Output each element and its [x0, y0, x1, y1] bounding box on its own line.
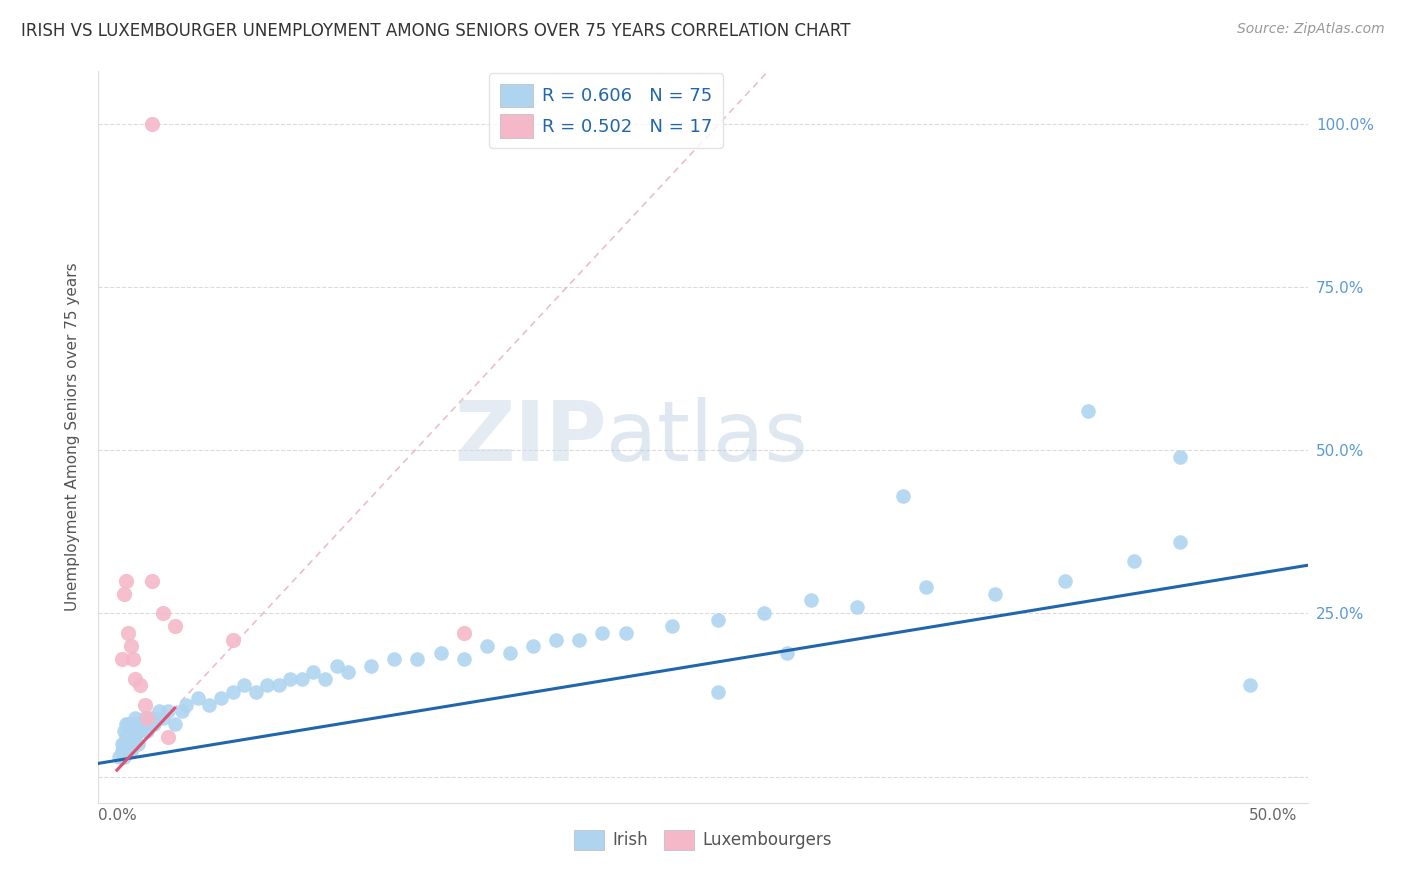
Point — [891, 489, 914, 503]
Point — [141, 117, 163, 131]
Point — [337, 665, 360, 680]
Point — [984, 587, 1007, 601]
Point — [136, 723, 159, 738]
Point — [707, 613, 730, 627]
Point — [475, 639, 498, 653]
Point — [127, 737, 149, 751]
Point — [256, 678, 278, 692]
Point — [120, 639, 142, 653]
Point — [120, 723, 142, 738]
Point — [522, 639, 544, 653]
Point — [110, 737, 132, 751]
Point — [152, 607, 174, 621]
Point — [568, 632, 591, 647]
Point — [1170, 450, 1192, 464]
Point — [499, 646, 522, 660]
Point — [187, 691, 209, 706]
Point — [267, 678, 290, 692]
Point — [170, 705, 193, 719]
Point — [112, 587, 135, 601]
Point — [209, 691, 232, 706]
Point — [136, 711, 159, 725]
Point — [115, 731, 138, 745]
Point — [156, 731, 179, 745]
Point — [174, 698, 197, 712]
Legend: Irish, Luxembourgers: Irish, Luxembourgers — [567, 823, 839, 856]
Point — [1170, 534, 1192, 549]
Point — [1077, 404, 1099, 418]
Point — [233, 678, 256, 692]
Point — [325, 658, 347, 673]
Point — [707, 685, 730, 699]
Point — [124, 672, 146, 686]
Point — [291, 672, 314, 686]
Point — [245, 685, 267, 699]
Point — [278, 672, 301, 686]
Point — [115, 743, 138, 757]
Point — [546, 632, 568, 647]
Point — [124, 731, 146, 745]
Point — [141, 711, 163, 725]
Text: IRISH VS LUXEMBOURGER UNEMPLOYMENT AMONG SENIORS OVER 75 YEARS CORRELATION CHART: IRISH VS LUXEMBOURGER UNEMPLOYMENT AMONG… — [21, 22, 851, 40]
Point — [915, 580, 938, 594]
Point — [142, 717, 165, 731]
Point — [152, 711, 174, 725]
Point — [799, 593, 821, 607]
Point — [429, 646, 451, 660]
Point — [453, 626, 475, 640]
Point — [122, 737, 145, 751]
Point — [122, 717, 145, 731]
Point — [221, 632, 243, 647]
Point — [124, 711, 146, 725]
Text: ZIP: ZIP — [454, 397, 606, 477]
Point — [112, 737, 135, 751]
Point — [127, 717, 149, 731]
Point — [163, 619, 186, 633]
Point — [115, 717, 138, 731]
Point — [591, 626, 613, 640]
Point — [134, 698, 156, 712]
Point — [115, 574, 138, 588]
Point — [141, 574, 163, 588]
Point — [302, 665, 325, 680]
Point — [221, 685, 243, 699]
Point — [117, 737, 139, 751]
Point — [754, 607, 776, 621]
Y-axis label: Unemployment Among Seniors over 75 years: Unemployment Among Seniors over 75 years — [65, 263, 80, 611]
Point — [112, 750, 135, 764]
Point — [156, 705, 179, 719]
Point — [314, 672, 336, 686]
Text: Source: ZipAtlas.com: Source: ZipAtlas.com — [1237, 22, 1385, 37]
Point — [198, 698, 221, 712]
Point — [110, 743, 132, 757]
Point — [614, 626, 637, 640]
Point — [117, 717, 139, 731]
Point — [110, 652, 132, 666]
Point — [1239, 678, 1261, 692]
Point — [108, 750, 131, 764]
Point — [112, 723, 135, 738]
Point — [117, 626, 139, 640]
Point — [148, 705, 170, 719]
Point — [1123, 554, 1146, 568]
Point — [134, 711, 156, 725]
Point — [382, 652, 405, 666]
Point — [453, 652, 475, 666]
Point — [360, 658, 382, 673]
Point — [117, 731, 139, 745]
Point — [120, 743, 142, 757]
Point — [406, 652, 429, 666]
Point — [661, 619, 683, 633]
Text: atlas: atlas — [606, 397, 808, 477]
Point — [776, 646, 799, 660]
Point — [122, 652, 145, 666]
Point — [131, 717, 153, 731]
Point — [138, 717, 160, 731]
Point — [1053, 574, 1076, 588]
Point — [129, 723, 152, 738]
Point — [129, 678, 152, 692]
Point — [163, 717, 186, 731]
Point — [845, 599, 868, 614]
